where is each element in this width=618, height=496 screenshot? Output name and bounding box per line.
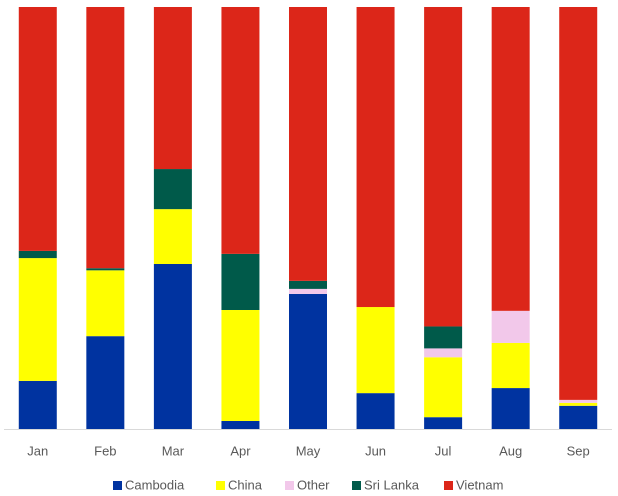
bar-segment <box>559 7 598 400</box>
bar-segment <box>424 417 463 429</box>
x-tick-label: Feb <box>94 443 116 458</box>
bar-segment <box>559 402 598 406</box>
bar-segment <box>221 253 260 310</box>
bar-segment <box>86 270 125 337</box>
legend-swatch <box>352 481 361 490</box>
bar-segment <box>86 268 125 271</box>
legend-label: Vietnam <box>456 477 503 492</box>
bar-segment <box>289 288 327 294</box>
bar-segment <box>424 348 463 358</box>
bar-segment <box>289 293 327 429</box>
x-tick-label: Mar <box>162 443 185 458</box>
bar-segment <box>153 7 192 170</box>
legend-label: Other <box>297 477 330 492</box>
bar-segment <box>18 258 57 381</box>
bar-segment <box>18 7 57 251</box>
bar-segment <box>491 310 530 343</box>
bar-segment <box>153 209 192 264</box>
bar-segment <box>356 7 395 308</box>
x-tick-label: Jun <box>365 443 386 458</box>
bar-segment <box>559 405 598 429</box>
bar-segment <box>18 250 57 259</box>
bar-segment <box>491 388 530 429</box>
bar-segment <box>18 380 57 429</box>
bar-segment <box>424 357 463 418</box>
bar-segment <box>289 7 327 281</box>
bar-segment <box>153 169 192 210</box>
bar-segment <box>424 7 463 327</box>
x-tick-label: May <box>296 443 321 458</box>
x-tick-label: Aug <box>499 443 522 458</box>
x-tick-label: Apr <box>230 443 251 458</box>
bar-segment <box>86 336 125 429</box>
legend-swatch <box>444 481 453 490</box>
bar-segment <box>153 263 192 429</box>
legend-label: Sri Lanka <box>364 477 420 492</box>
bar-segment <box>86 7 125 269</box>
bar-segment <box>559 399 598 403</box>
bar-segment <box>221 309 260 421</box>
bar-segment <box>424 326 463 349</box>
x-tick-label: Sep <box>567 443 590 458</box>
legend-swatch <box>285 481 294 490</box>
bar-segment <box>491 342 530 389</box>
legend-label: Cambodia <box>125 477 185 492</box>
bar-segment <box>491 7 530 311</box>
bar-segment <box>221 420 260 429</box>
legend-label: China <box>228 477 263 492</box>
legend-swatch <box>113 481 122 490</box>
bar-segment <box>289 280 327 289</box>
x-tick-label: Jul <box>435 443 452 458</box>
x-tick-label: Jan <box>27 443 48 458</box>
bar-segment <box>356 393 395 429</box>
bar-segment <box>356 307 395 394</box>
bar-segment <box>221 7 260 254</box>
legend-swatch <box>216 481 225 490</box>
